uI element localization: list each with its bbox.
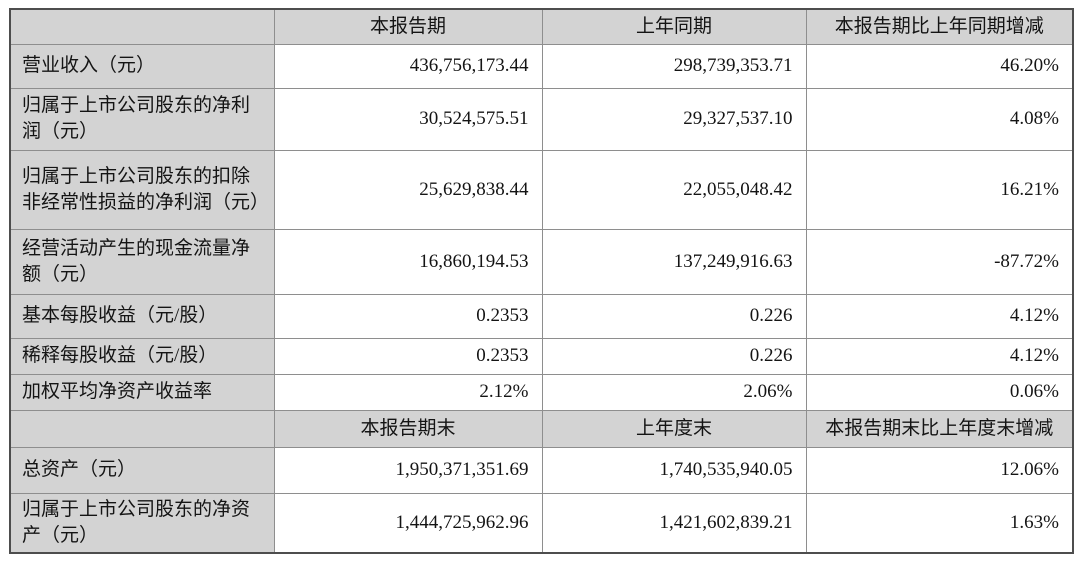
value-cell: 4.12% bbox=[805, 337, 1074, 375]
value-cell: 4.08% bbox=[805, 87, 1074, 151]
value-cell: 0.226 bbox=[541, 293, 807, 339]
column-header-period-end: 本报告期末 bbox=[273, 409, 543, 448]
row-label: 基本每股收益（元/股） bbox=[9, 293, 275, 339]
row-label: 归属于上市公司股东的扣除非经常性损益的净利润（元） bbox=[9, 149, 275, 230]
section1-header-row: 本报告期 上年同期 本报告期比上年同期增减 bbox=[9, 8, 1074, 45]
value-cell: 0.2353 bbox=[273, 337, 543, 375]
value-cell: 30,524,575.51 bbox=[273, 87, 543, 151]
column-header-period-end-change: 本报告期末比上年度末增减 bbox=[805, 409, 1074, 448]
value-cell: 29,327,537.10 bbox=[541, 87, 807, 151]
value-cell: 22,055,048.42 bbox=[541, 149, 807, 230]
value-cell: 1,444,725,962.96 bbox=[273, 492, 543, 553]
table-row-operating-cash-flow: 经营活动产生的现金流量净额（元） 16,860,194.53 137,249,9… bbox=[9, 228, 1074, 295]
row-label: 加权平均净资产收益率 bbox=[9, 373, 275, 411]
value-cell: 1,950,371,351.69 bbox=[273, 446, 543, 494]
column-header-change: 本报告期比上年同期增减 bbox=[805, 8, 1074, 45]
column-header-current-period: 本报告期 bbox=[273, 8, 543, 45]
table-row-diluted-eps: 稀释每股收益（元/股） 0.2353 0.226 4.12% bbox=[9, 337, 1074, 375]
table-row-net-profit-excl-nonrecurring: 归属于上市公司股东的扣除非经常性损益的净利润（元） 25,629,838.44 … bbox=[9, 149, 1074, 230]
table-row-total-assets: 总资产（元） 1,950,371,351.69 1,740,535,940.05… bbox=[9, 446, 1074, 494]
value-cell: 16,860,194.53 bbox=[273, 228, 543, 295]
table-row-weighted-avg-roe: 加权平均净资产收益率 2.12% 2.06% 0.06% bbox=[9, 373, 1074, 411]
table-row-net-profit: 归属于上市公司股东的净利润（元） 30,524,575.51 29,327,53… bbox=[9, 87, 1074, 151]
value-cell: 298,739,353.71 bbox=[541, 43, 807, 89]
value-cell: 46.20% bbox=[805, 43, 1074, 89]
value-cell: 16.21% bbox=[805, 149, 1074, 230]
value-cell: 12.06% bbox=[805, 446, 1074, 494]
value-cell: 2.12% bbox=[273, 373, 543, 411]
row-label: 营业收入（元） bbox=[9, 43, 275, 89]
value-cell: 0.226 bbox=[541, 337, 807, 375]
table-row-basic-eps: 基本每股收益（元/股） 0.2353 0.226 4.12% bbox=[9, 293, 1074, 339]
section2-header-row: 本报告期末 上年度末 本报告期末比上年度末增减 bbox=[9, 409, 1074, 448]
value-cell: 137,249,916.63 bbox=[541, 228, 807, 295]
column-header-prior-year-end: 上年度末 bbox=[541, 409, 807, 448]
financial-summary-table: 本报告期 上年同期 本报告期比上年同期增减 营业收入（元） 436,756,17… bbox=[9, 8, 1074, 554]
value-cell: 4.12% bbox=[805, 293, 1074, 339]
row-label: 归属于上市公司股东的净资产（元） bbox=[9, 492, 275, 553]
value-cell: 1,740,535,940.05 bbox=[541, 446, 807, 494]
value-cell: 1,421,602,839.21 bbox=[541, 492, 807, 553]
table-row-revenue: 营业收入（元） 436,756,173.44 298,739,353.71 46… bbox=[9, 43, 1074, 89]
value-cell: 0.2353 bbox=[273, 293, 543, 339]
value-cell: 436,756,173.44 bbox=[273, 43, 543, 89]
row-label: 稀释每股收益（元/股） bbox=[9, 337, 275, 375]
row-label: 归属于上市公司股东的净利润（元） bbox=[9, 87, 275, 151]
value-cell: 0.06% bbox=[805, 373, 1074, 411]
header-blank-cell bbox=[9, 8, 275, 45]
header-blank-cell bbox=[9, 409, 275, 448]
value-cell: 25,629,838.44 bbox=[273, 149, 543, 230]
table-row-net-assets: 归属于上市公司股东的净资产（元） 1,444,725,962.96 1,421,… bbox=[9, 492, 1074, 553]
value-cell: 2.06% bbox=[541, 373, 807, 411]
value-cell: -87.72% bbox=[805, 228, 1074, 295]
column-header-prior-period: 上年同期 bbox=[541, 8, 807, 45]
row-label: 经营活动产生的现金流量净额（元） bbox=[9, 228, 275, 295]
row-label: 总资产（元） bbox=[9, 446, 275, 494]
value-cell: 1.63% bbox=[805, 492, 1074, 553]
